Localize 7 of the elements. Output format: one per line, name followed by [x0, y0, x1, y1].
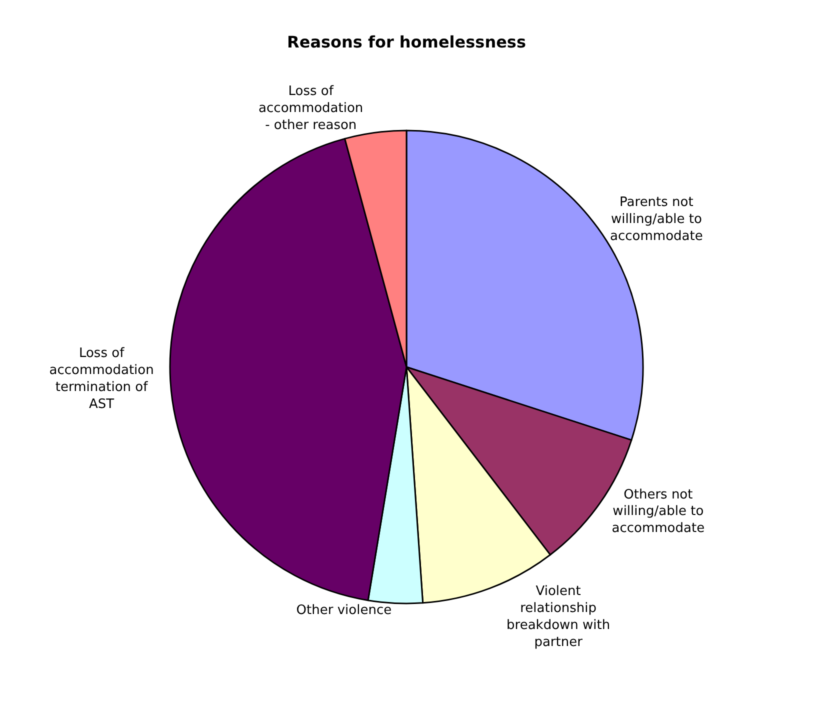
slice-label: Loss of accommodation - other reason [258, 84, 364, 133]
chart-title: Reasons for homelessness [287, 32, 526, 52]
slice-label: Others not willing/able to accommodate [612, 487, 705, 536]
slice-label: Violent relationship breakdown with partner [506, 584, 610, 650]
slice-label: Parents not willing/able to accommodate [610, 195, 703, 244]
slice-label: Loss of accommodation termination of AST [49, 346, 154, 412]
slice-label: Other violence [296, 603, 392, 618]
